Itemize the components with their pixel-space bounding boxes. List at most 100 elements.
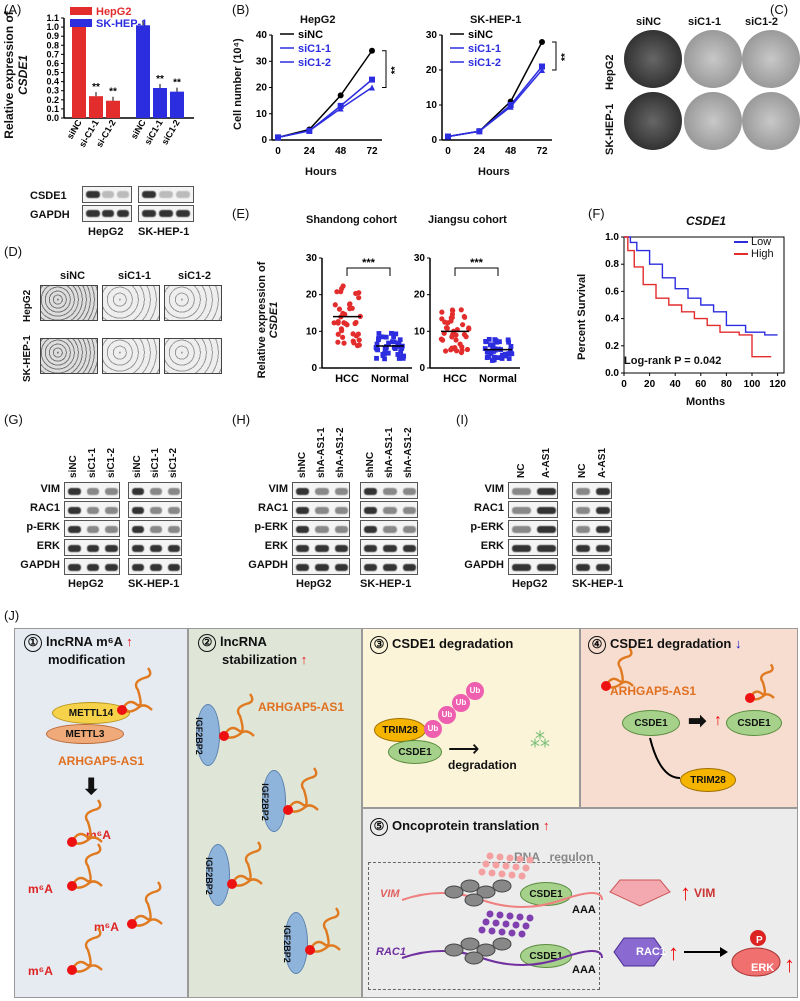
y-tick-label: 0.5 (46, 68, 59, 78)
blot-column-label: siC1-1 (87, 447, 98, 478)
m6a-dot (745, 693, 755, 703)
data-point (353, 319, 359, 326)
blot-column-label: siC1-2 (168, 447, 179, 478)
data-point (539, 67, 545, 73)
rna-strand (308, 907, 340, 951)
blot-group-label: SK-HEP-1 (360, 578, 412, 590)
blot-row-label: VIM (40, 483, 60, 495)
rna-drawings-4 (601, 647, 775, 779)
peptide-bead (492, 919, 500, 927)
y-tick-label: 0 (419, 363, 425, 374)
data-point (490, 345, 496, 351)
colony-dish (624, 92, 682, 150)
colony-dish (624, 30, 682, 88)
panelG-label: (G) (4, 412, 23, 427)
peptide-bead (478, 926, 486, 934)
panel-a-legend: HepG2 SK-HEP-1 (70, 6, 147, 30)
y-tick-label: 0.2 (605, 341, 619, 352)
rna-strand (70, 843, 102, 887)
data-point (487, 342, 493, 348)
step-1-box (14, 628, 188, 998)
data-point (442, 348, 449, 354)
blot-row-label: ERK (480, 540, 504, 552)
y-tick-label: 0.4 (46, 77, 59, 87)
rna-strand (70, 927, 102, 971)
up-arrow: ↑ (668, 940, 679, 965)
data-point (389, 330, 394, 336)
panelI-label: (I) (456, 412, 469, 427)
migration-image (164, 338, 222, 374)
step-1-rna-label: ARHGAP5-AS1 (58, 754, 145, 768)
peptide-bead (488, 927, 496, 935)
peptide-bead (498, 870, 506, 878)
blot-strip (64, 482, 120, 499)
panel-d-col-3: siC1-2 (178, 270, 212, 282)
rac1-shape (613, 937, 665, 967)
vim-shape (609, 879, 671, 907)
blot-strip (292, 520, 350, 537)
series-line-siC1-1 (277, 79, 373, 139)
x-tick-label: 120 (769, 379, 786, 390)
blot-a-label-gapdh: GAPDH (30, 209, 70, 221)
peptide-bead (522, 922, 530, 930)
panel-e-label: (E) (232, 206, 250, 221)
ribosome (476, 943, 496, 957)
migration-image (102, 285, 160, 321)
data-point (331, 320, 337, 326)
x-tick-label: 40 (670, 379, 682, 390)
panel-b-label: (B) (232, 2, 250, 17)
y-tick-label: 40 (256, 30, 268, 41)
peptide-bead (502, 862, 510, 870)
blot-column-label: siC1-1 (150, 447, 161, 478)
peptide-bead (508, 871, 516, 879)
ribosome (444, 943, 464, 957)
rna-strand (604, 647, 633, 687)
data-point (539, 39, 545, 45)
blot-column-label: siNC (132, 455, 143, 478)
data-point (459, 344, 465, 350)
panel-c-row-1: HepG2 (604, 54, 616, 90)
data-point (508, 344, 514, 349)
data-point (383, 334, 389, 340)
y-tick-label: 0.0 (46, 113, 59, 123)
peptide-bead (506, 854, 514, 862)
rac1-oncoprotein: RAC1 (636, 946, 666, 958)
blot-group-label: HepG2 (296, 578, 332, 590)
y-tick-label: 0 (431, 135, 437, 146)
peptide-bead (518, 872, 526, 880)
y-tick-label: 0.8 (605, 259, 619, 270)
m6a-dot (67, 837, 77, 847)
blot-a-hepg2-csde1 (82, 186, 132, 203)
data-point (445, 133, 451, 140)
fragments-icon: ⁂ (530, 730, 550, 752)
peptide-bead (522, 864, 530, 872)
x-tick-label: 72 (366, 146, 378, 157)
y-tick-label: 0.4 (605, 314, 619, 325)
panel-j-label: (J) (4, 608, 20, 623)
blot-a-sk-gapdh (138, 205, 194, 222)
csde1-protein: CSDE1 (726, 710, 782, 736)
x-tick-label: HCC (443, 373, 467, 385)
right-arrow: ⟶ (448, 736, 480, 761)
rna-strand (222, 693, 254, 737)
m6a-dot (227, 879, 237, 889)
blot-row-label: RAC1 (258, 502, 288, 514)
y-tick-label: 0.2 (46, 95, 59, 105)
panel-a-chart: 0.00.10.20.30.40.50.60.70.80.91.01.1siNC… (46, 13, 194, 149)
panel-d-label: (D) (4, 244, 23, 259)
blot-column-label: siC1-2 (105, 447, 117, 478)
peptide-bead (526, 914, 534, 922)
data-point (400, 353, 406, 359)
ribosome (460, 879, 480, 893)
peptide-bead (512, 921, 520, 929)
up-arrow: ↑ (784, 952, 795, 977)
y-tick-label: 0.7 (46, 49, 59, 59)
data-point (374, 355, 379, 361)
blot-row-label: RAC1 (30, 502, 60, 514)
data-point (449, 334, 455, 340)
rna-strand (70, 799, 102, 843)
m6a-dot (117, 705, 127, 715)
trim28-protein: TRIM28 (374, 718, 426, 742)
sig-bracket (454, 267, 499, 276)
panel-b-chart-2: 0 10 20 30 0 24 48 72 ** siNC siC1-1 siC1-2 (426, 29, 571, 157)
